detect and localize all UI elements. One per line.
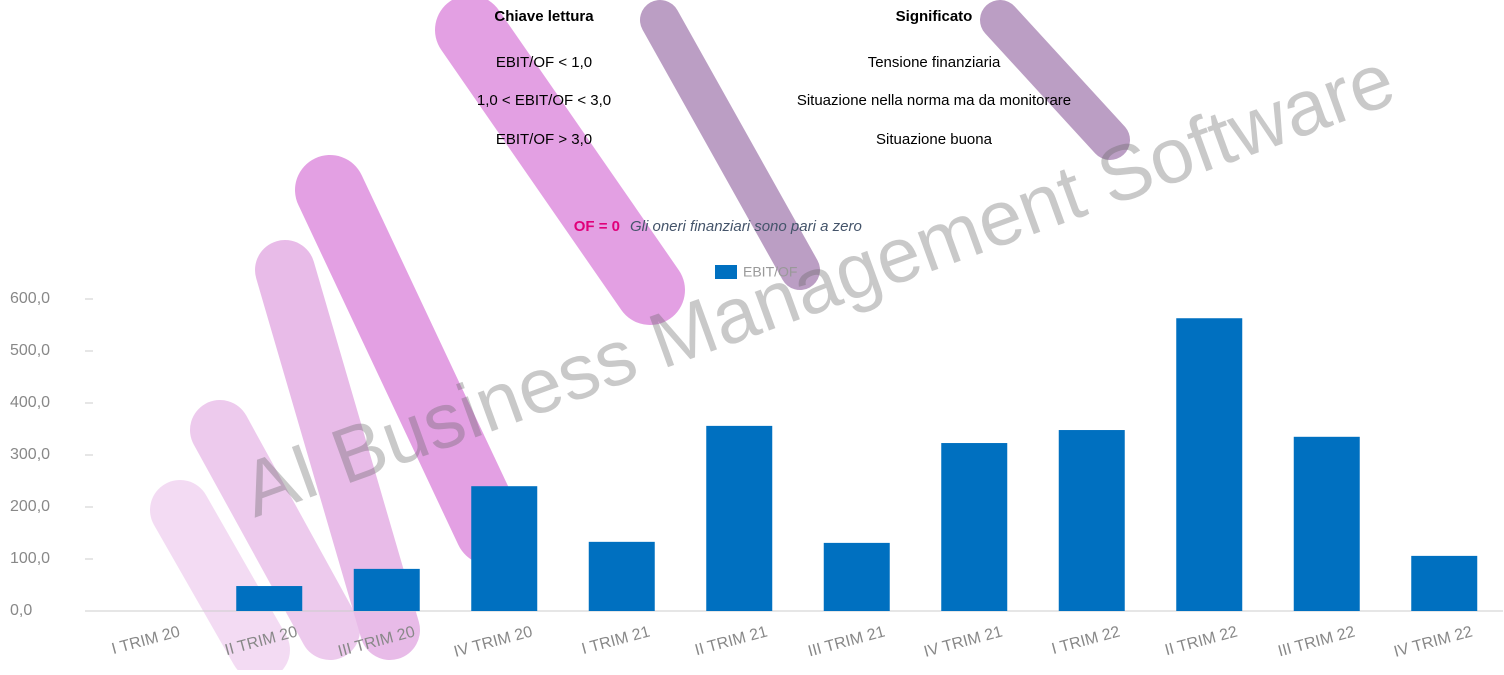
table-cell: EBIT/OF > 3,0 bbox=[496, 131, 592, 148]
x-tick-label: II TRIM 21 bbox=[693, 623, 769, 659]
y-tick-label: 500,0 bbox=[10, 342, 50, 359]
bar bbox=[824, 543, 890, 611]
y-tick-label: 400,0 bbox=[10, 394, 50, 411]
y-tick-label: 200,0 bbox=[10, 498, 50, 515]
table-cell: EBIT/OF < 1,0 bbox=[496, 54, 592, 71]
table-header: Significato bbox=[896, 8, 973, 25]
bar bbox=[471, 486, 537, 611]
x-tick-label: II TRIM 22 bbox=[1163, 623, 1239, 659]
page: Chiave lettura Significato EBIT/OF < 1,0… bbox=[0, 0, 1504, 670]
bar bbox=[354, 569, 420, 611]
bar bbox=[1176, 318, 1242, 611]
x-tick-label: I TRIM 20 bbox=[110, 623, 182, 658]
table-cell: Situazione buona bbox=[876, 131, 993, 148]
y-tick-label: 300,0 bbox=[10, 446, 50, 463]
note-text: Gli oneri finanziari sono pari a zero bbox=[630, 218, 862, 235]
x-tick-label: III TRIM 21 bbox=[806, 623, 887, 660]
x-tick-label: I TRIM 22 bbox=[1050, 623, 1122, 658]
y-tick-label: 0,0 bbox=[10, 602, 32, 619]
note-label: OF = 0 bbox=[574, 218, 620, 235]
bar bbox=[1411, 556, 1477, 611]
y-tick-label: 600,0 bbox=[10, 290, 50, 307]
bar bbox=[236, 586, 302, 611]
bar bbox=[1059, 430, 1125, 611]
bar bbox=[589, 542, 655, 611]
x-tick-label: I TRIM 21 bbox=[580, 623, 652, 658]
x-tick-label: IV TRIM 21 bbox=[922, 623, 1004, 660]
x-tick-label: IV TRIM 22 bbox=[1392, 623, 1474, 660]
table-cell: Tensione finanziaria bbox=[868, 54, 1001, 71]
table-cell: 1,0 < EBIT/OF < 3,0 bbox=[477, 92, 611, 109]
table-cell: Situazione nella norma ma da monitorare bbox=[797, 92, 1071, 109]
bar bbox=[706, 426, 772, 611]
x-tick-label: IV TRIM 20 bbox=[452, 623, 534, 660]
x-tick-label: III TRIM 22 bbox=[1276, 623, 1357, 660]
bar bbox=[1294, 437, 1360, 611]
y-tick-label: 100,0 bbox=[10, 550, 50, 567]
table-header: Chiave lettura bbox=[494, 8, 594, 25]
bar bbox=[941, 443, 1007, 611]
